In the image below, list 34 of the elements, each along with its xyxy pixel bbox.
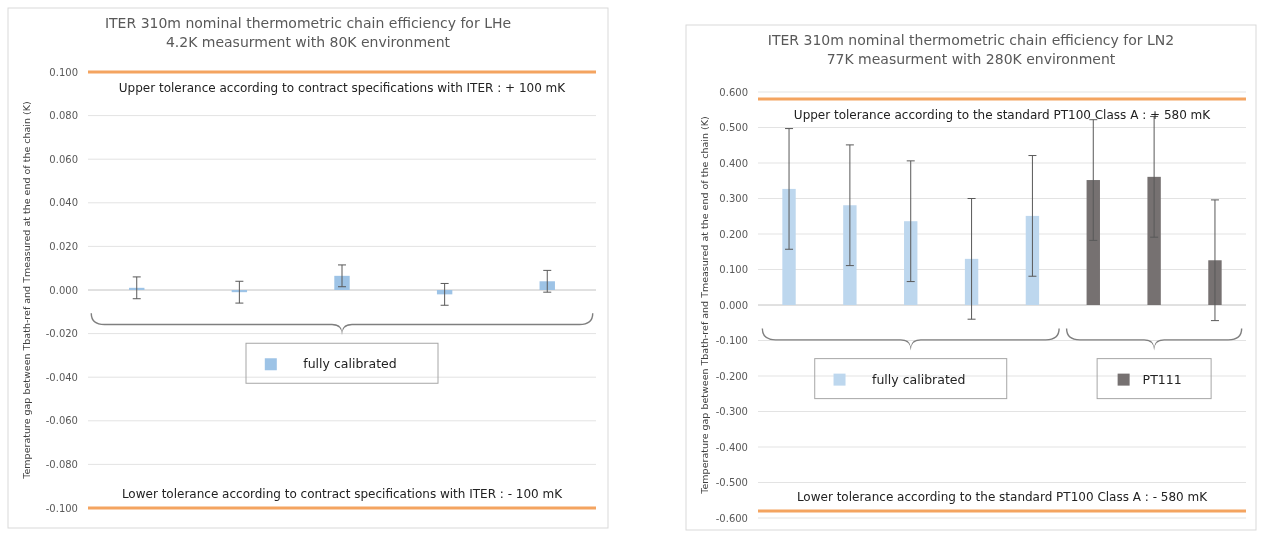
y-tick-label: 0.100 [49,66,78,78]
y-tick-label: 0.020 [49,240,78,252]
ref-line-label: Lower tolerance according to the standard PT100 Class A : - 580 mK [796,489,1209,504]
legend-label: fully calibrated [303,356,397,372]
y-tick-label: 0.400 [719,157,748,169]
y-tick-label: -0.200 [715,370,748,382]
y-tick-label: 0.000 [719,299,748,311]
y-tick-label: -0.100 [715,335,748,346]
y-tick-label: 0.040 [49,197,78,209]
y-tick-label: 0.080 [49,110,78,122]
y-tick-label: 0.000 [49,284,78,296]
y-tick-label: -0.500 [715,477,748,488]
y-axis-title: Temperature gap between Tbath-ref and Tmeasured at the end of the chain (K) [21,101,32,480]
y-axis-title: Temperature gap between Tbath-ref and Tmeasured at the end of the chain (K) [699,116,710,495]
y-tick-label: -0.080 [45,458,78,470]
ref-line-label: Lower tolerance according to contract specifications with ITER : - 100 mK [121,487,564,501]
y-tick-label: -0.600 [715,512,748,524]
legend-label: PT111 [1142,371,1182,387]
ref-line-label: Upper tolerance according to contract specifications with ITER : + 100 mK [118,81,567,95]
chart-title: ITER 310m nominal thermometric chain efficiency for LHe 4.2K measurment with 80K environment [104,15,512,50]
y-tick-label: -0.040 [45,371,78,383]
y-tick-label: 0.100 [719,264,748,275]
chart-title: ITER 310m nominal thermometric chain efficiency for LN2 77K measurment with 280K environment [767,32,1175,67]
y-tick-label: -0.100 [45,502,78,514]
y-tick-label: 0.600 [719,86,748,98]
y-tick-label: 0.500 [719,122,748,133]
y-tick-label: -0.400 [715,441,748,453]
y-tick-label: -0.020 [45,328,78,340]
y-tick-label: 0.060 [49,153,78,165]
y-tick-label: -0.060 [45,415,78,427]
y-tick-label: 0.300 [719,193,748,204]
legend-label: fully calibrated [872,371,966,387]
y-tick-label: -0.300 [715,406,748,417]
y-tick-label: 0.200 [719,228,748,240]
